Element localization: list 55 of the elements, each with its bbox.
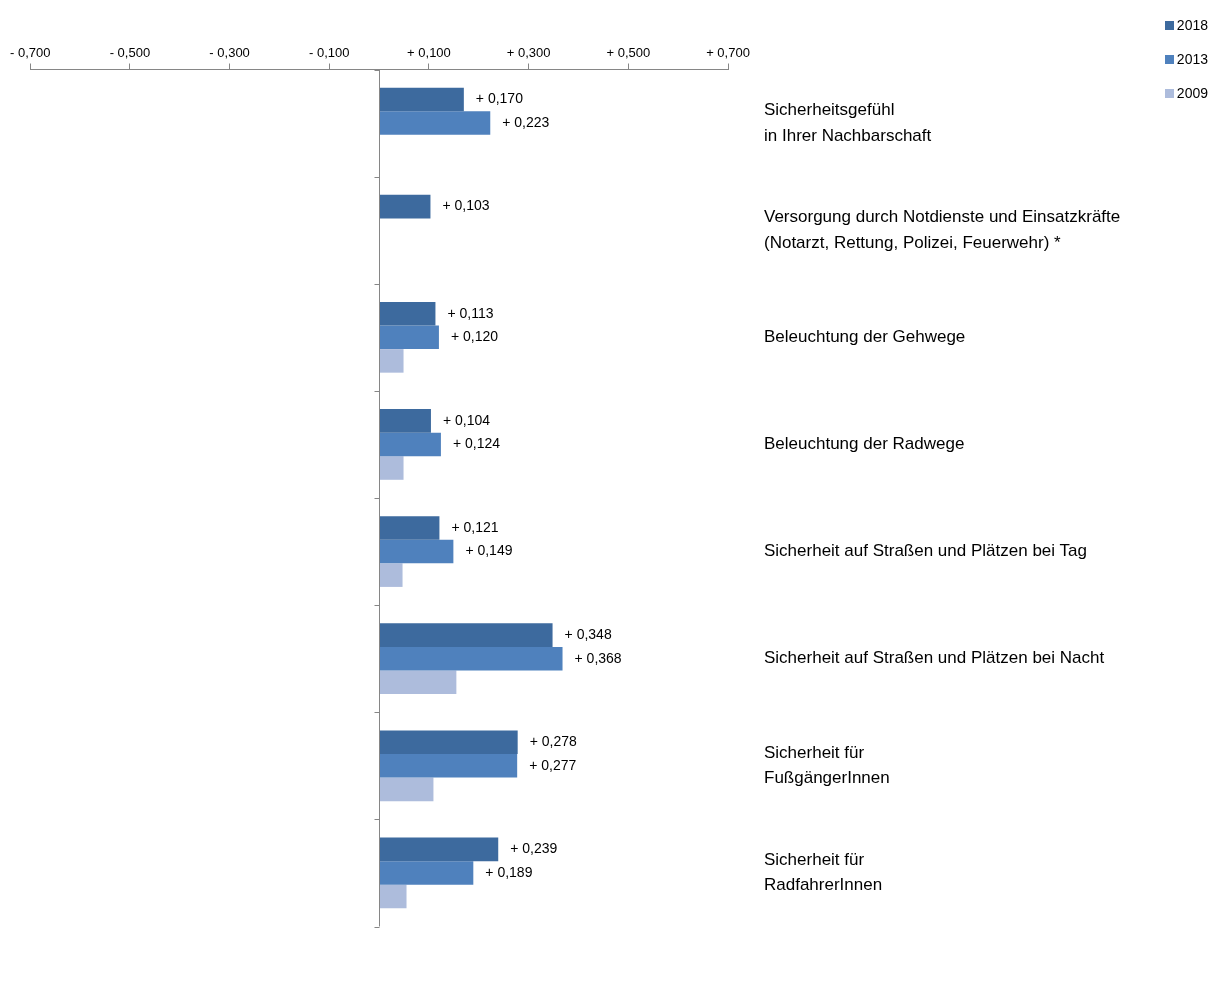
data-label: + 0,121 [451,518,499,535]
y-tick-label: Sicherheit auf Straßen und Plätzen bei Nacht [764,648,1105,668]
bar [379,301,436,326]
x-tick-label: - 0,700 [9,45,51,61]
bar [379,884,407,909]
bar [379,623,553,647]
y-tick-label: Versorgung durch Notdienste und Einsatzkräfte (Notarzt, Rettung, Polizei, Feuerwehr) * [764,207,1121,252]
y-tick-label: Beleuchtung der Gehwege [764,327,966,346]
bar [379,432,441,457]
x-tick-label: - 0,100 [309,45,350,61]
bar [379,87,464,112]
data-label: + 0,278 [529,733,577,750]
y-tick-label: Sicherheit für FußgängerInnen [764,742,890,788]
x-tick-label: + 0,700 [706,45,750,61]
x-tick-label: - 0,300 [209,45,250,61]
bar [379,777,434,802]
data-label: + 0,120 [450,328,499,345]
data-label: + 0,239 [510,840,558,857]
bar [379,456,404,480]
data-label: + 0,104 [442,411,491,428]
data-label: + 0,189 [485,863,533,880]
legend-label: 2009 [1176,85,1208,101]
bar [379,861,474,885]
bar [379,754,518,778]
data-label: + 0,348 [564,625,612,642]
bar [379,194,431,219]
data-label: + 0,113 [447,304,494,321]
data-label: + 0,223 [502,113,550,130]
legend-label: 2013 [1176,51,1208,67]
x-tick-label: + 0,500 [606,45,651,61]
data-label: + 0,277 [529,756,577,773]
bar [379,111,491,135]
data-label: + 0,103 [442,197,490,214]
y-tick-label: Sicherheit auf Straßen und Plätzen bei Tag [764,541,1087,561]
bar [379,409,431,433]
x-tick-label: + 0,300 [506,45,551,61]
bar [379,349,404,373]
legend-label: 2018 [1176,17,1208,33]
y-tick-label: Beleuchtung der Radwege [764,434,965,454]
bar [379,670,457,695]
y-tick-label: Sicherheitsgefühl in Ihrer Nachbarschaft [764,100,932,145]
bar [379,837,499,862]
data-label: + 0,170 [475,90,524,107]
bar [379,325,439,350]
bar [379,539,454,564]
data-label: + 0,368 [574,649,622,666]
x-tick-label: - 0,500 [109,45,151,61]
bar [379,730,518,755]
data-label: + 0,149 [465,542,513,559]
bar [379,563,403,587]
bar [379,516,440,540]
bar [379,646,563,671]
data-label: + 0,124 [452,435,501,452]
y-tick-label: Sicherheit für RadfahrerInnen [764,849,883,895]
x-tick-label: + 0,100 [407,45,451,61]
